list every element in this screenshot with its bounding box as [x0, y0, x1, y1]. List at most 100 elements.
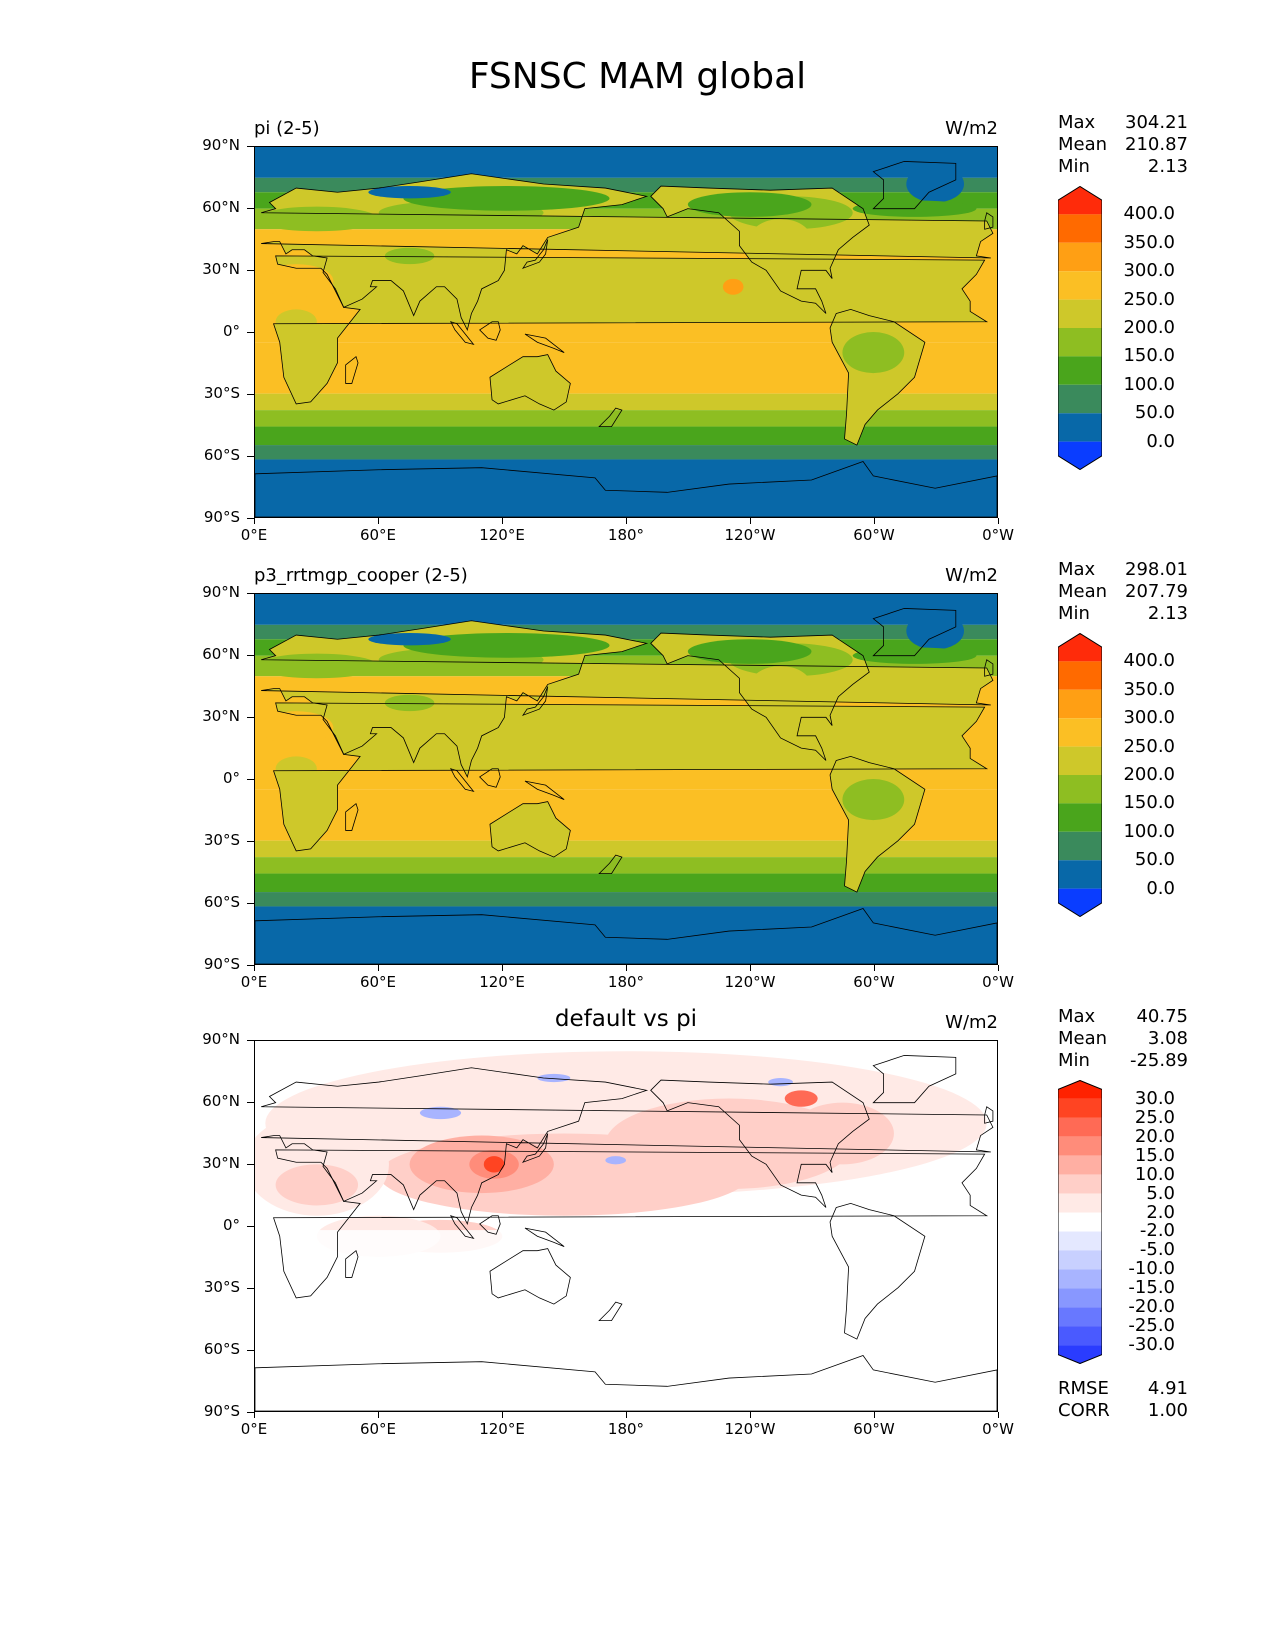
arctic-band-0: [255, 147, 997, 160]
lon-tick-label: 0°W: [982, 1420, 1014, 1438]
lon-tick-mark: [998, 1412, 999, 1418]
panel-title: pi (2-5): [254, 118, 320, 139]
colorbar-tick-label: 100.0: [1123, 820, 1175, 842]
lat-tick-label: 30°N: [202, 1154, 240, 1172]
lon-tick-label: 180°: [607, 1420, 645, 1438]
colorbar-swatch-6: [1058, 356, 1102, 385]
colorbar-swatch-3: [1058, 718, 1102, 747]
stat-max-label: Max: [1058, 112, 1096, 133]
colorbar-swatch-12: [1058, 1307, 1102, 1327]
lat-tick-label: 60°N: [202, 645, 240, 663]
antarctic-band-1: [255, 916, 997, 964]
lon-tick-mark: [998, 965, 999, 971]
lon-tick-mark: [750, 518, 751, 524]
coastline-south-america-1: [829, 756, 926, 893]
colorbar-tick-label: 300.0: [1123, 260, 1175, 282]
stat-min-value: -25.89: [1129, 1050, 1188, 1071]
colorbar-swatch-1: [1058, 214, 1102, 243]
colorbar-swatch-4: [1058, 299, 1102, 328]
colorbar-swatch-11: [1058, 1288, 1102, 1308]
colorbar-tick-label: 150.0: [1123, 792, 1175, 814]
lat-tick-label: 0°: [222, 769, 240, 787]
stat-mean-value: 207.79: [1125, 581, 1188, 602]
units-label: W/m2: [945, 1012, 998, 1033]
figure-title: FSNSC MAM global: [468, 56, 807, 97]
lat-tick-mark: [247, 903, 254, 904]
lat-tick-label: 90°N: [202, 583, 240, 601]
map-svg-0: [255, 147, 997, 517]
field-region-7-0: [749, 218, 812, 261]
stat-row-mean: Mean 207.79: [1058, 581, 1188, 603]
field-region-11-1: [368, 633, 451, 646]
stat-max-value: 304.21: [1125, 112, 1188, 133]
coastline-uk-1: [984, 659, 994, 677]
lat-tick-mark: [247, 1350, 254, 1351]
colorbar-tick-label: 0.0: [1146, 877, 1175, 899]
lat-tick-mark: [247, 270, 254, 271]
coastline-uk-0: [984, 212, 994, 230]
diff-neg-region-3-2: [419, 1106, 462, 1120]
coastline-borneo-0: [479, 321, 501, 341]
field-region-8-1: [403, 633, 610, 658]
colorbar-swatch-6: [1058, 1193, 1102, 1213]
coastline-madagascar-2: [345, 1249, 359, 1278]
panel-title: p3_rrtmgp_cooper (2-5): [254, 565, 468, 586]
colorbar-tick-label: 2.0: [1146, 1201, 1175, 1223]
coastline-borneo-1: [479, 768, 501, 788]
stat-max-value: 40.75: [1136, 1006, 1188, 1027]
lat-tick-label: 60°N: [202, 1092, 240, 1110]
lon-tick-label: 60°W: [853, 526, 895, 544]
colorbar-swatch-6: [1058, 803, 1102, 832]
colorbar-swatch-7: [1058, 831, 1102, 861]
coastline-japan-1: [521, 686, 549, 717]
colorbar-tick-label: -20.0: [1128, 1296, 1175, 1318]
colorbar-swatch-5: [1058, 775, 1102, 804]
lon-tick-mark: [378, 965, 379, 971]
colorbar-swatch-8: [1058, 1231, 1102, 1251]
stat-min-value: 2.13: [1147, 156, 1188, 177]
band-9-0: [255, 445, 997, 460]
lat-tick-mark: [247, 841, 254, 842]
colorbar-tick-label: -5.0: [1139, 1239, 1175, 1261]
field-region-9-1: [687, 639, 812, 664]
coastline-uk-2: [984, 1106, 994, 1124]
lon-tick-mark: [626, 1412, 627, 1418]
field-region-4-1: [259, 711, 334, 745]
colorbar-tick-label: -2.0: [1139, 1220, 1175, 1242]
lon-tick-mark: [254, 1412, 255, 1418]
lat-tick-label: 60°S: [203, 446, 240, 464]
lon-tick-label: 0°E: [240, 973, 268, 991]
stat-row-max: Max 298.01: [1058, 559, 1188, 581]
colorbar-swatch-9: [1058, 1250, 1102, 1270]
stat-mean-label: Mean: [1058, 581, 1108, 602]
field-region-5-1: [275, 756, 317, 782]
field-region-6-0: [842, 332, 905, 374]
band-9-1: [255, 892, 997, 907]
coastline-madagascar-1: [345, 802, 359, 831]
colorbar-tick-label: 25.0: [1134, 1106, 1175, 1128]
stat-mean-value: 3.08: [1147, 1028, 1188, 1049]
colorbar-swatch-2: [1058, 689, 1102, 719]
lat-tick-label: 90°S: [203, 955, 240, 973]
stat-min-label: Min: [1058, 1050, 1090, 1071]
lat-tick-mark: [247, 593, 254, 594]
lat-tick-mark: [247, 1102, 254, 1103]
coastline-south-america-2: [829, 1203, 926, 1340]
lon-tick-label: 120°E: [479, 526, 525, 544]
diff-region-7-2: [275, 1164, 359, 1206]
lat-tick-label: 0°: [222, 1216, 240, 1234]
coastline-antarctica-0: [255, 461, 997, 517]
colorbar-tick-label: 50.0: [1134, 849, 1175, 871]
map-panel-1: p3_rrtmgp_cooper (2-5) W/m2 90°N 60°N 30°N 0°…: [0, 559, 1275, 1035]
lat-tick-label: 90°N: [202, 1030, 240, 1048]
lon-tick-label: 60°E: [359, 1420, 397, 1438]
diff-region-9-2: [790, 1102, 894, 1165]
band-8-0: [255, 426, 997, 446]
field-region-3-1: [384, 694, 435, 712]
lon-tick-mark: [998, 518, 999, 524]
colorbar-swatch-1: [1058, 661, 1102, 690]
lon-tick-label: 120°E: [479, 973, 525, 991]
coastline-australia-1: [489, 801, 571, 858]
lat-tick-mark: [247, 965, 254, 966]
diff-neg-region-1-2: [605, 1156, 626, 1165]
